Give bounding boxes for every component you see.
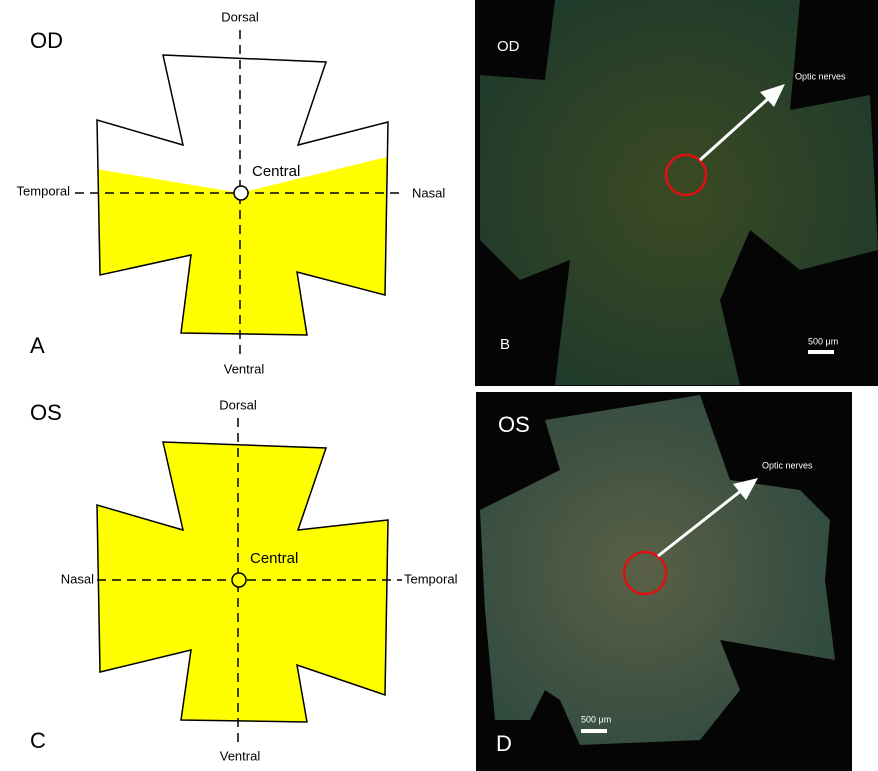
direction-label: Dorsal — [221, 9, 259, 24]
direction-label: Ventral — [220, 748, 261, 763]
panel-letter: B — [500, 336, 510, 353]
direction-label: Temporal — [17, 183, 71, 198]
panel-letter: C — [30, 728, 46, 753]
eye-label: OS — [498, 412, 530, 437]
figure: OD Dorsal Central Temporal Nasal Ventral… — [0, 0, 878, 771]
pointer-label: Optic nerves — [762, 460, 813, 470]
panel-a: OD Dorsal Central Temporal Nasal Ventral… — [17, 9, 446, 376]
direction-label: Nasal — [61, 571, 94, 586]
eye-label: OD — [30, 28, 63, 53]
scale-bar — [581, 729, 607, 733]
panel-letter: A — [30, 333, 45, 358]
scale-label: 500 μm — [581, 714, 611, 724]
panel-letter: D — [496, 731, 512, 756]
direction-label: Ventral — [224, 361, 265, 376]
direction-label: Nasal — [412, 185, 445, 200]
center-label: Central — [252, 163, 300, 180]
pointer-label: Optic nerves — [795, 71, 846, 81]
page: OD Dorsal Central Temporal Nasal Ventral… — [0, 0, 878, 771]
center-marker — [234, 186, 248, 200]
direction-label: Dorsal — [219, 397, 257, 412]
scale-bar — [808, 350, 834, 354]
eye-label: OD — [497, 38, 520, 55]
scale-label: 500 μm — [808, 336, 838, 346]
eye-label: OS — [30, 400, 62, 425]
panel-d: Optic nerves OS 500 μm D — [476, 392, 852, 771]
center-marker — [232, 573, 246, 587]
panel-b: Optic nerves OD 500 μm B — [475, 0, 878, 386]
panel-c: OS Dorsal Central Nasal Temporal Ventral… — [30, 397, 458, 763]
direction-label: Temporal — [404, 571, 458, 586]
center-label: Central — [250, 550, 298, 567]
